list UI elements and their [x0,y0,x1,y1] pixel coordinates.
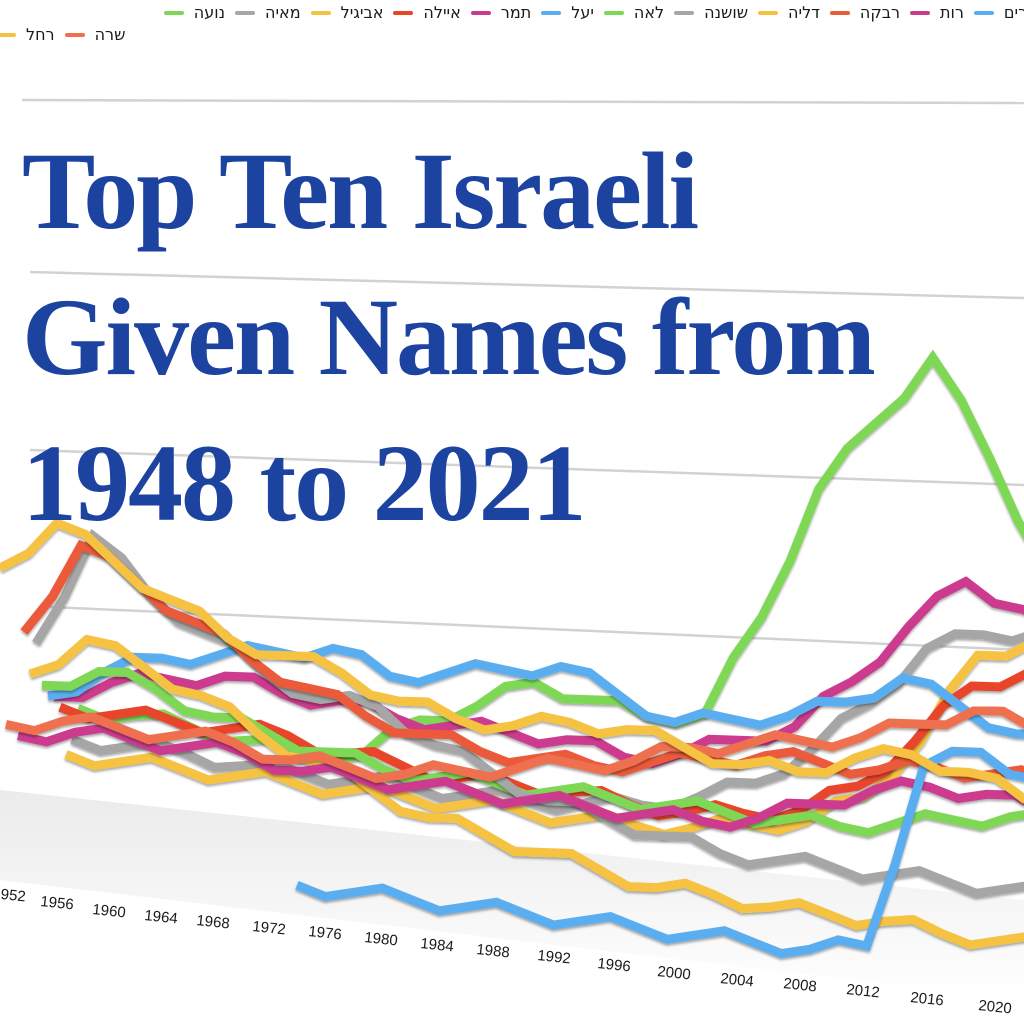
series-line [64,641,1024,840]
gridline [21,98,1024,105]
legend-swatch-icon [603,11,624,15]
legend-label: שרה [94,25,126,44]
x-tick-label: 1996 [597,955,632,975]
x-tick-label: 2004 [720,970,755,990]
gridline [29,270,1024,300]
x-tick-label: 1992 [537,947,572,967]
x-tick-label: 1984 [420,935,455,955]
legend-item: מאיה [235,2,301,24]
chart-title: Top Ten Israeli Given Names from 1948 to… [22,118,876,556]
legend-label: מרים [1003,3,1024,22]
legend-swatch-icon [973,11,994,15]
series-line [47,640,1024,739]
legend-label: רבקה [859,3,900,22]
legend-item: שרה [64,24,126,46]
chart-floor [0,790,1024,1000]
legend-item: דליה [758,2,820,24]
legend-swatch-icon [910,11,930,15]
legend-item: רחל [0,24,55,46]
legend-swatch-icon [470,11,491,15]
title-line-1: Top Ten Israeli [22,130,699,252]
legend-swatch-icon [758,11,779,15]
legend-label: תמר [500,3,532,22]
legend-swatch-icon [829,11,850,15]
x-tick-label: 1976 [308,923,343,943]
series-line [5,705,1024,784]
legend-item: תמר [470,2,532,24]
legend-label: דליה [788,3,820,22]
title-line-2: Given Names from [22,276,876,398]
legend-item: אביגיל [310,2,384,24]
legend-swatch-icon [64,33,85,37]
legend-swatch-icon [163,11,184,15]
legend-item: לאה [603,2,665,24]
legend-label: שושנה [704,3,749,22]
series-line [53,576,1024,769]
series-line [295,746,1024,959]
legend-item: נועה [163,2,225,24]
x-tick-label: 1956 [40,893,75,913]
series-line [17,723,1024,832]
legend-label: יעל [571,3,594,22]
legend-swatch-icon [235,11,255,15]
title-line-3: 1948 to 2021 [22,422,587,544]
x-tick-label: 1960 [92,901,127,921]
x-tick-label: 2008 [783,975,818,995]
legend-swatch-icon [393,11,414,15]
legend-item: רות [910,2,964,24]
legend-label: מאיה [265,3,301,22]
legend-label: רחל [26,25,55,44]
legend-swatch-icon [310,11,331,15]
x-axis-ticks: 1952 1956 1960 1964 1968 1972 1976 1980 1984 1988… [0,885,1013,1017]
legend-row-2: שרה רחל [0,24,125,46]
legend-label: רות [940,3,964,22]
x-tick-label: 2016 [910,989,945,1009]
series-line [76,349,1024,766]
legend-label: איילה [423,3,461,22]
series-line [0,517,1024,804]
gridline [29,448,1024,487]
x-tick-label: 1964 [144,907,179,927]
legend-item: יעל [541,2,594,24]
legend-item: רבקה [829,2,900,24]
x-tick-label: 1980 [364,929,399,949]
legend-item: איילה [393,2,461,24]
legend-row-1: מרים רות רבקה דליה שושנה לאה יעל תמר איילה אביגיל… [154,2,1024,24]
legend-label: אביגיל [340,3,384,22]
legend-swatch-icon [0,33,16,37]
legend-label: לאה [633,3,665,22]
legend-swatch-icon [541,11,562,15]
legend-item: מרים [973,2,1024,24]
x-tick-label: 1952 [0,885,27,905]
legend-item: שושנה [674,2,748,24]
x-tick-label: 1988 [476,941,511,961]
legend-swatch-icon [674,11,695,15]
series-lines [0,349,1024,959]
x-tick-label: 2012 [846,981,881,1001]
x-tick-label: 2000 [657,963,692,983]
legend-label: נועה [193,3,225,22]
x-tick-label: 1972 [252,918,287,938]
x-tick-label: 1968 [196,912,231,932]
gridlines [21,98,1024,652]
series-line [41,666,1024,838]
series-line [28,634,1024,950]
gridline [49,605,1024,652]
x-tick-label: 2020 [978,997,1013,1017]
